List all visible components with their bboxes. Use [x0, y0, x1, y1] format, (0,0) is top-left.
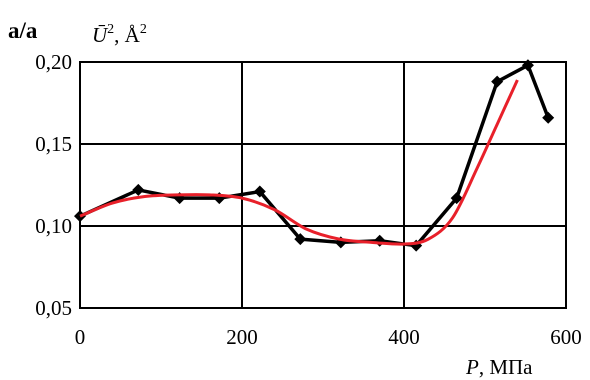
y-axis-label-unit-sup: 2	[140, 22, 147, 37]
series-0-point-5	[294, 233, 307, 246]
series-0-point-1	[132, 183, 145, 196]
y-tick-label-3: 0,20	[35, 50, 72, 74]
plot-frame	[79, 61, 567, 309]
series-0-point-10	[491, 75, 504, 88]
y-axis-label-unit: , Å	[114, 23, 141, 47]
x-tick-label-3: 600	[550, 325, 582, 349]
y-tick-label-2: 0,15	[35, 132, 72, 156]
series-0-point-12	[542, 111, 555, 124]
x-tick-label-1: 200	[226, 325, 258, 349]
series-0-point-4	[253, 185, 266, 198]
x-axis-label-symbol: P	[465, 355, 479, 379]
y-tick-label-0: 0,05	[35, 296, 72, 320]
y-axis-label-symbol-sup: 2	[107, 22, 114, 37]
x-tick-label-0: 0	[75, 325, 86, 349]
y-tick-label-1: 0,10	[35, 214, 72, 238]
y-axis-label-symbol: Ū	[92, 23, 109, 47]
x-tick-label-2: 400	[388, 325, 420, 349]
series-1-line	[79, 79, 519, 246]
tick-labels: 0 200 400 600 0,05 0,10 0,15 0,20	[35, 50, 582, 349]
grid	[80, 62, 566, 308]
series-0-line	[79, 63, 550, 248]
y-axis-label: Ū2, Å2	[92, 22, 147, 47]
x-axis-label-unit: , МПа	[479, 355, 533, 379]
series-0-point-9	[450, 192, 463, 205]
panel-label: a/a	[8, 18, 38, 43]
series-0-point-11	[521, 59, 534, 72]
series-layer	[74, 59, 555, 252]
x-axis-label: P, МПа	[465, 355, 533, 379]
series-0-point-7	[373, 234, 386, 247]
